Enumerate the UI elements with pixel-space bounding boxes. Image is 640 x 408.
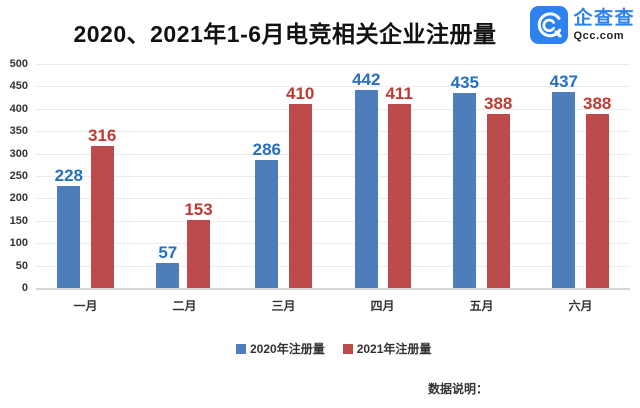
gridline	[36, 220, 630, 222]
gridline	[36, 198, 630, 200]
bar-value-label: 388	[583, 94, 612, 114]
y-tick-label: 200	[9, 192, 28, 205]
gridline	[36, 131, 630, 133]
x-axis-label: 四月	[370, 299, 395, 313]
bar-pair: 437 388	[550, 73, 611, 288]
notes-heading: 数据说明：	[428, 382, 489, 396]
data-notes: 数据说明： 1、仅统计关键词为“电竞、电子竞技”相关企业 2、统计时间为2021…	[428, 334, 638, 408]
bar-group: 435 388 五月	[432, 64, 531, 313]
legend-label-2021: 2021年注册量	[356, 342, 432, 356]
bar-value-label: 286	[252, 139, 281, 159]
bar-column: 388	[484, 95, 512, 288]
y-tick-label: 0	[21, 282, 28, 294]
plot-area	[36, 64, 630, 290]
bar-group: 442 411 四月	[333, 64, 432, 313]
bar	[187, 219, 210, 288]
gridline	[36, 108, 630, 110]
chart-legend: 2020年注册量 2021年注册量	[236, 340, 431, 357]
legend-swatch-2021	[342, 343, 353, 354]
legend-item-2021: 2021年注册量	[342, 340, 432, 357]
bar-value-label: 410	[286, 84, 315, 104]
bar-column: 228	[55, 167, 83, 288]
bar-column: 410	[286, 85, 314, 288]
y-tick-label: 50	[15, 259, 28, 272]
bar	[585, 114, 609, 288]
bar-value-label: 228	[54, 165, 83, 185]
bar-value-label: 316	[88, 126, 117, 146]
bar	[57, 185, 81, 288]
bar	[354, 90, 378, 288]
x-axis-label: 二月	[172, 299, 197, 313]
bar-column: 437	[550, 73, 578, 288]
bar-value-label: 442	[352, 70, 381, 89]
qcc-domain: Qcc.com	[573, 29, 625, 42]
bar	[288, 104, 312, 288]
gridline	[36, 265, 630, 267]
qcc-logo: 企查查 Qcc.com	[530, 6, 635, 44]
bar-column: 316	[88, 127, 116, 288]
qcc-logo-text: 企查查 Qcc.com	[573, 8, 635, 42]
y-tick-label: 150	[9, 214, 28, 227]
bar-pair: 57 153	[156, 199, 213, 288]
bar-value-label: 437	[549, 72, 578, 92]
qcc-logo-icon	[530, 6, 569, 44]
bar-pair: 286 410	[253, 85, 314, 288]
bar	[453, 93, 477, 288]
bar	[387, 103, 411, 288]
gridline	[36, 176, 630, 177]
legend-swatch-2020	[236, 343, 246, 354]
bar-group: 57 153 二月	[135, 64, 234, 313]
gridline	[36, 243, 630, 245]
x-axis-label: 五月	[469, 299, 494, 313]
bar-group: 437 388 六月	[531, 64, 630, 313]
y-tick-label: 100	[9, 237, 28, 250]
x-axis-label: 一月	[73, 299, 98, 313]
bar-value-label: 388	[484, 94, 513, 114]
y-tick-label: 350	[9, 125, 28, 138]
bar-column: 388	[583, 95, 611, 288]
bar-value-label: 435	[450, 73, 479, 93]
bar-pair: 435 388	[451, 74, 512, 288]
bar-pair: 442 411	[352, 71, 413, 288]
y-tick-label: 500	[9, 58, 28, 70]
y-tick-label: 400	[9, 102, 28, 115]
bar-column: 442	[352, 71, 380, 288]
gridline	[36, 64, 630, 65]
gridline	[36, 86, 630, 88]
bar	[486, 114, 510, 288]
bar-value-label: 57	[158, 242, 178, 262]
bar-group: 286 410 三月	[234, 64, 333, 313]
bar-column: 411	[385, 83, 413, 288]
bar	[255, 159, 279, 288]
bar-pair: 228 316	[55, 127, 116, 288]
bar	[90, 146, 114, 288]
x-axis-label: 三月	[271, 299, 296, 313]
legend-item-2020: 2020年注册量	[236, 340, 325, 357]
bar-group: 228 316 一月	[36, 64, 135, 313]
gridline	[36, 153, 630, 155]
bar-groups: 228 316 一月 57 153 二月 286 410 三月 442 411 四月 435 388 五月 4…	[36, 64, 630, 313]
y-tick-label: 450	[9, 80, 28, 93]
bar-value-label: 153	[184, 199, 213, 219]
bar-column: 57	[156, 242, 180, 288]
chart-title: 2020、2021年1-6月电竞相关企业注册量	[73, 21, 497, 47]
bar	[552, 92, 576, 288]
y-tick-label: 250	[9, 170, 28, 182]
legend-label-2020: 2020年注册量	[250, 342, 325, 356]
x-axis-label: 六月	[568, 299, 593, 313]
y-axis-tick-labels: 0 50 100 150 200 250 300 350 400 450 500	[0, 58, 30, 294]
bar-column: 153	[184, 199, 213, 288]
bar-column: 435	[451, 74, 479, 288]
bar-column: 286	[253, 141, 281, 288]
qcc-brand-name: 企查查	[573, 8, 635, 30]
y-tick-label: 300	[9, 147, 28, 160]
bar-value-label: 411	[385, 83, 413, 103]
bar	[156, 262, 180, 288]
